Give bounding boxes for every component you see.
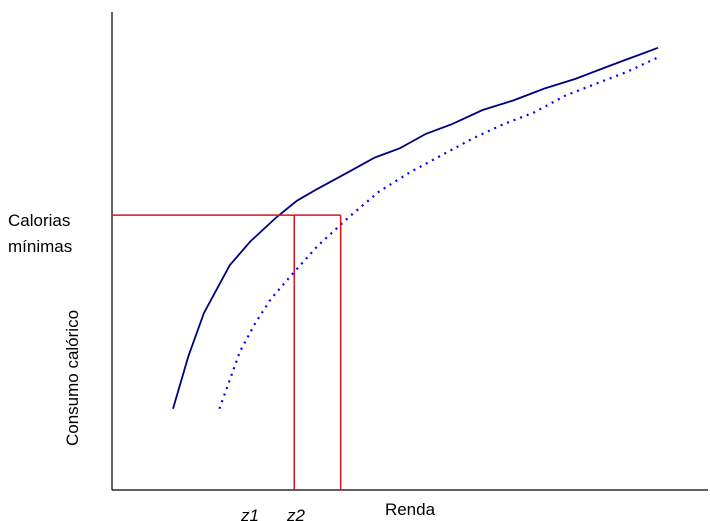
threshold-layer xyxy=(112,214,342,490)
x-tick-label-z1: z1 xyxy=(240,506,259,521)
series-line-dotted xyxy=(218,56,659,410)
threshold-label-line2: mínimas xyxy=(8,237,72,256)
axes xyxy=(111,12,708,491)
threshold-label-line1: Calorias xyxy=(8,211,70,230)
series-layer xyxy=(172,46,659,410)
x-tick-label-z2: z2 xyxy=(286,506,306,521)
y-axis-label: Consumo calórico xyxy=(63,310,82,446)
series-line-solid xyxy=(172,46,659,409)
x-axis-label: Renda xyxy=(385,500,436,519)
